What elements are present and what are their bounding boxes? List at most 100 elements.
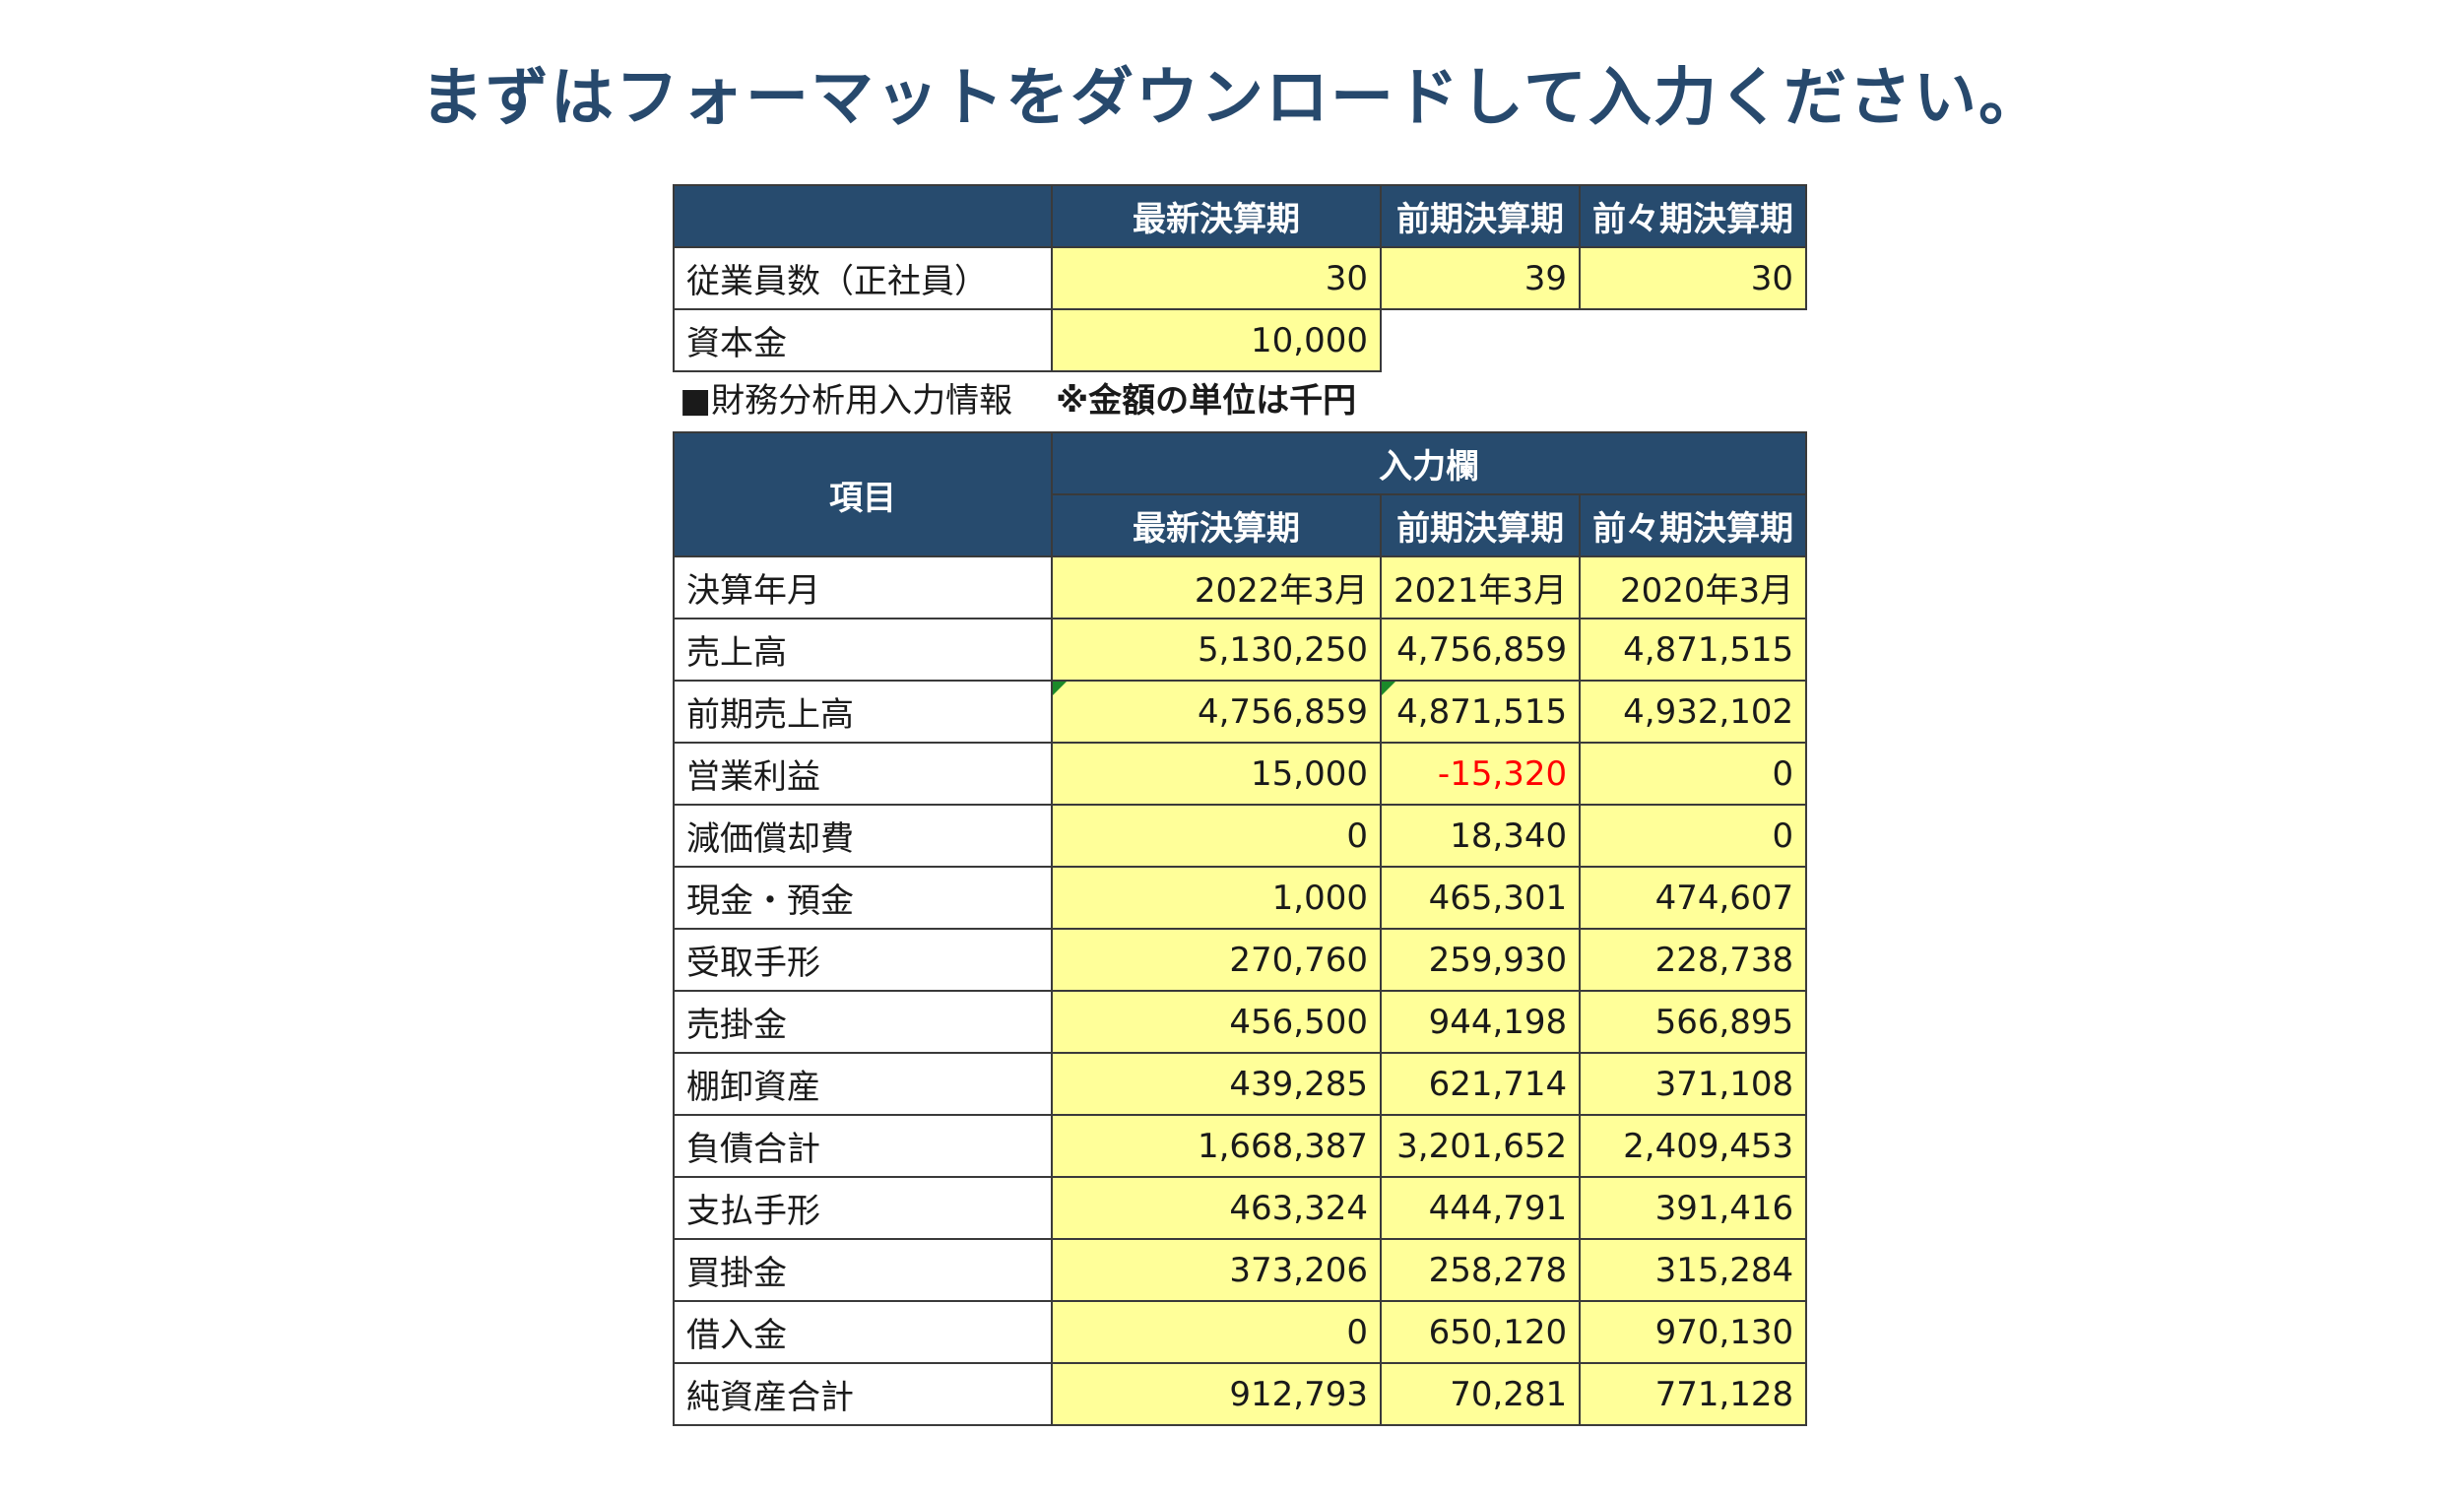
table-row: 前期売上高 4,756,859 4,871,515 4,932,102 — [673, 680, 1808, 744]
table-row: 純資産合計 912,793 70,281 771,128 — [673, 1362, 1808, 1426]
empty-cell — [1580, 309, 1806, 371]
row-label: 売上高 — [673, 618, 1053, 682]
row-label: 減価償却費 — [673, 804, 1053, 868]
value-cell[interactable]: 1,000 — [1051, 866, 1382, 930]
value-cell[interactable]: 2021年3月 — [1379, 555, 1582, 619]
table-row: 減価償却費 0 18,340 0 — [673, 804, 1808, 868]
top-header-row: 最新決算期 前期決算期 前々期決算期 — [673, 184, 1807, 248]
header-latest-period: 最新決算期 — [1051, 184, 1382, 248]
header-two-periods-ago: 前々期決算期 — [1579, 493, 1808, 557]
value-cell[interactable]: 4,871,515 — [1579, 618, 1808, 682]
value-cell[interactable]: 912,793 — [1051, 1362, 1382, 1426]
table-row: 売掛金 456,500 944,198 566,895 — [673, 990, 1808, 1054]
value-cell[interactable]: 0 — [1051, 1300, 1382, 1364]
value-cell[interactable]: 258,278 — [1379, 1238, 1582, 1302]
value-cell[interactable]: 771,128 — [1579, 1362, 1808, 1426]
cell-value: 4,871,515 — [1396, 691, 1568, 732]
row-label: 売掛金 — [673, 990, 1053, 1054]
company-info-table: 最新決算期 前期決算期 前々期決算期 従業員数（正社員） 30 39 30 資本… — [673, 184, 1807, 372]
row-label: 純資産合計 — [673, 1362, 1053, 1426]
cell-indicator-triangle — [1054, 683, 1067, 695]
value-cell[interactable]: 2,409,453 — [1579, 1114, 1808, 1178]
value-cell[interactable]: 5,130,250 — [1051, 618, 1382, 682]
employees-label: 従業員数（正社員） — [673, 246, 1053, 310]
main-header-row-2: 最新決算期 前期決算期 前々期決算期 — [674, 493, 1808, 557]
header-blank — [673, 184, 1053, 248]
employees-two-ago-cell[interactable]: 30 — [1579, 246, 1807, 310]
row-label: 負債合計 — [673, 1114, 1053, 1178]
value-cell[interactable]: 371,108 — [1579, 1052, 1808, 1116]
table-row: 営業利益 15,000 -15,320 0 — [673, 742, 1808, 806]
value-cell[interactable]: 0 — [1579, 804, 1808, 868]
empty-cell — [1381, 309, 1580, 371]
header-previous-period: 前期決算期 — [1380, 184, 1581, 248]
cell-indicator-triangle — [1383, 683, 1395, 695]
value-cell[interactable]: 463,324 — [1051, 1176, 1382, 1240]
value-cell[interactable]: 259,930 — [1379, 928, 1582, 992]
row-label: 支払手形 — [673, 1176, 1053, 1240]
table-row: 決算年月 2022年3月 2021年3月 2020年3月 — [673, 555, 1808, 619]
value-cell[interactable]: 1,668,387 — [1051, 1114, 1382, 1178]
table-row: 現金・預金 1,000 465,301 474,607 — [673, 866, 1808, 930]
value-cell[interactable]: 18,340 — [1379, 804, 1582, 868]
table-row: 借入金 0 650,120 970,130 — [673, 1300, 1808, 1364]
value-cell[interactable]: 456,500 — [1051, 990, 1382, 1054]
value-cell[interactable]: 4,756,859 — [1051, 680, 1382, 744]
employees-row: 従業員数（正社員） 30 39 30 — [673, 246, 1807, 310]
value-cell[interactable]: 970,130 — [1579, 1300, 1808, 1364]
table-row: 受取手形 270,760 259,930 228,738 — [673, 928, 1808, 992]
item-header: 項目 — [673, 431, 1053, 557]
cell-value: 4,756,859 — [1197, 691, 1368, 732]
capital-row: 資本金 10,000 — [673, 308, 1806, 372]
section-label: ■財務分析用入力情報 — [680, 381, 1013, 421]
value-cell[interactable]: 270,760 — [1051, 928, 1382, 992]
row-label: 営業利益 — [673, 742, 1053, 806]
value-cell[interactable]: 465,301 — [1379, 866, 1582, 930]
unit-note: ※金額の単位は千円 — [1056, 381, 1357, 421]
value-cell[interactable]: 621,714 — [1379, 1052, 1582, 1116]
row-label: 買掛金 — [673, 1238, 1053, 1302]
value-cell[interactable]: 373,206 — [1051, 1238, 1382, 1302]
header-two-periods-ago: 前々期決算期 — [1579, 184, 1807, 248]
value-cell[interactable]: 3,201,652 — [1379, 1114, 1582, 1178]
capital-cell[interactable]: 10,000 — [1051, 308, 1382, 372]
employees-previous-cell[interactable]: 39 — [1380, 246, 1581, 310]
capital-label: 資本金 — [673, 308, 1053, 372]
row-label: 棚卸資産 — [673, 1052, 1053, 1116]
header-latest-period: 最新決算期 — [1051, 493, 1382, 557]
value-cell[interactable]: 2022年3月 — [1051, 555, 1382, 619]
employees-latest-cell[interactable]: 30 — [1051, 246, 1382, 310]
value-cell[interactable]: 474,607 — [1579, 866, 1808, 930]
table-row: 売上高 5,130,250 4,756,859 4,871,515 — [673, 618, 1808, 682]
section-heading: ■財務分析用入力情報 ※金額の単位は千円 — [680, 376, 1356, 425]
value-cell[interactable]: 70,281 — [1379, 1362, 1582, 1426]
value-cell[interactable]: 315,284 — [1579, 1238, 1808, 1302]
value-cell[interactable]: 4,756,859 — [1379, 618, 1582, 682]
value-cell[interactable]: 944,198 — [1379, 990, 1582, 1054]
value-cell[interactable]: 650,120 — [1379, 1300, 1582, 1364]
main-header-row-1: 項目 入力欄 — [673, 431, 1808, 557]
value-cell[interactable]: 0 — [1051, 804, 1382, 868]
header-previous-period: 前期決算期 — [1379, 493, 1582, 557]
value-cell[interactable]: 4,932,102 — [1579, 680, 1808, 744]
value-cell[interactable]: 566,895 — [1579, 990, 1808, 1054]
value-cell[interactable]: 15,000 — [1051, 742, 1382, 806]
value-cell[interactable]: 228,738 — [1579, 928, 1808, 992]
row-label: 借入金 — [673, 1300, 1053, 1364]
row-label: 現金・預金 — [673, 866, 1053, 930]
row-label: 前期売上高 — [673, 680, 1053, 744]
value-cell[interactable]: 4,871,515 — [1379, 680, 1582, 744]
row-label: 受取手形 — [673, 928, 1053, 992]
table-row: 支払手形 463,324 444,791 391,416 — [673, 1176, 1808, 1240]
value-cell[interactable]: 391,416 — [1579, 1176, 1808, 1240]
financial-input-table: 項目 入力欄 最新決算期 前期決算期 前々期決算期 決算年月 2022年3月 2… — [673, 431, 1808, 1426]
value-cell[interactable]: 2020年3月 — [1579, 555, 1808, 619]
row-label: 決算年月 — [673, 555, 1053, 619]
input-header: 入力欄 — [1050, 431, 1808, 495]
value-cell[interactable]: 444,791 — [1379, 1176, 1582, 1240]
value-cell[interactable]: 0 — [1579, 742, 1808, 806]
value-cell[interactable]: 439,285 — [1051, 1052, 1382, 1116]
value-cell-negative[interactable]: -15,320 — [1379, 742, 1582, 806]
table-row: 棚卸資産 439,285 621,714 371,108 — [673, 1052, 1808, 1116]
table-row: 買掛金 373,206 258,278 315,284 — [673, 1238, 1808, 1302]
